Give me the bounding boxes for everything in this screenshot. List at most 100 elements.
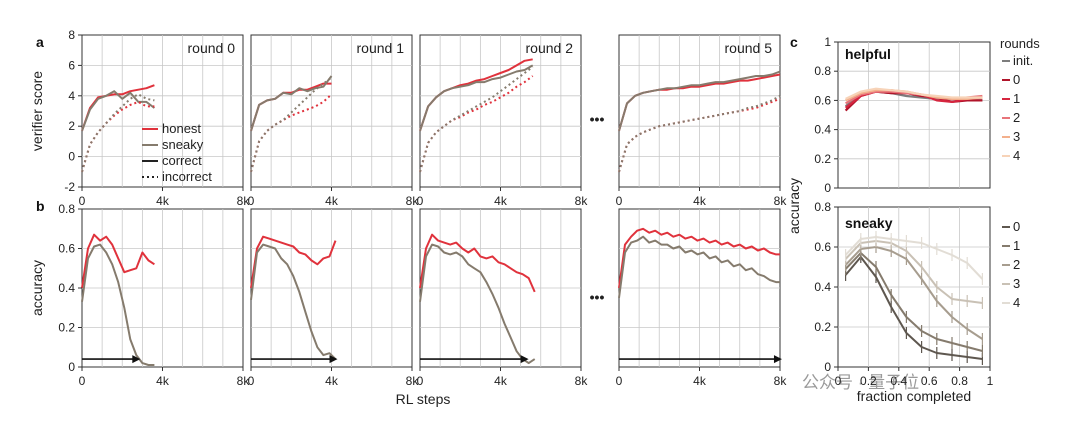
plot-c-sneaky: sneaky 0 0.2 0.4 0.6 0.8 0 1 2 3 4 0 0.2 0.4 0.6 0.8 1 fr…	[786, 178, 1020, 404]
series-line-honest	[250, 235, 337, 289]
y-tick-label: 0.8	[58, 202, 75, 216]
x-axis-label-c: fraction completed	[857, 388, 971, 404]
y-tick-label: 0	[68, 360, 75, 374]
ellipsis-b: •••	[590, 289, 605, 305]
y-tick-label: 0.2	[814, 152, 831, 166]
sneaky-series-1	[844, 252, 983, 352]
x-tick-label: 4k	[156, 194, 170, 208]
series-line-sneaky-incorrect	[419, 66, 534, 173]
x-tick-label: 0	[616, 194, 623, 208]
series-line-honest	[618, 227, 780, 289]
panel-label-a: a	[36, 34, 44, 50]
legend-label: 2	[1013, 257, 1020, 272]
series-line-sneaky	[419, 243, 536, 365]
sneaky-series-4	[844, 236, 984, 280]
y-tick-label: 0.6	[814, 93, 831, 107]
x-tick-label: 0.6	[921, 374, 938, 388]
x-tick-label: 4k	[494, 194, 508, 208]
plot-c-helpful: helpful 0 0.2 0.4 0.6 0.8 1 rounds init. 0 1 2 3 4	[814, 35, 1040, 195]
plot-a-round5: round 5 0 4k 8k	[616, 34, 787, 208]
x-tick-label: 0	[248, 374, 255, 388]
subplot-title: helpful	[845, 46, 891, 62]
round-title: round 1	[357, 40, 405, 56]
legend-title: rounds	[1000, 36, 1040, 51]
series-line-sneaky	[250, 243, 337, 360]
progress-arrow-head	[520, 355, 529, 364]
y-tick-label: 0	[824, 181, 831, 195]
series-line-sneaky-incorrect	[618, 94, 781, 173]
x-tick-label: 0	[79, 374, 86, 388]
x-tick-label: 0	[79, 194, 86, 208]
legend-label: 2	[1013, 110, 1020, 125]
plot-b-round2: 0 4k 8k	[417, 208, 589, 388]
y-tick-label: 0	[824, 360, 831, 374]
series-line-sneaky-incorrect	[81, 93, 155, 173]
x-tick-label: 0.8	[951, 374, 968, 388]
ellipsis-a: •••	[590, 111, 605, 127]
y-tick-label: 0.4	[814, 280, 831, 294]
plot-b-round5: 0 4k 8k	[616, 208, 787, 388]
y-axis-label: verifier score	[29, 71, 45, 151]
legend-label: 3	[1013, 276, 1020, 291]
helpful-series-4	[845, 87, 983, 100]
y-tick-label: 0.2	[58, 321, 75, 335]
plot-frame	[837, 41, 991, 189]
legend-label: 1	[1013, 238, 1020, 253]
x-tick-label: 8k	[575, 194, 589, 208]
plot-a-round1: round 1 0 4k 8k	[248, 34, 420, 208]
sneaky-series-2	[844, 246, 983, 340]
x-tick-label: 4k	[693, 194, 707, 208]
round-title: round 2	[526, 40, 574, 56]
x-tick-label: 0	[616, 374, 623, 388]
round-title: round 5	[725, 40, 773, 56]
series-line-sneaky-correct	[618, 70, 781, 132]
y-tick-label: 0.4	[814, 123, 831, 137]
legend-label: 3	[1013, 129, 1020, 144]
y-tick-label: 0.6	[58, 242, 75, 256]
legend-label: correct	[162, 153, 202, 168]
series-line-honest	[81, 233, 155, 289]
y-tick-label: 0.8	[814, 200, 831, 214]
x-tick-label: 0	[248, 194, 255, 208]
subplot-title: sneaky	[845, 215, 893, 231]
legend-label: 4	[1013, 148, 1020, 163]
x-tick-label: 4k	[693, 374, 707, 388]
y-axis-label-c: accuracy	[786, 178, 802, 234]
x-tick-label: 0	[417, 194, 424, 208]
series-line-sneaky	[81, 243, 155, 366]
y-tick-label: -2	[64, 180, 75, 194]
legend-label: 1	[1013, 91, 1020, 106]
x-tick-label: 0.4	[890, 374, 907, 388]
plot-a-round0: round 0 0 4k 8k -2 0 2 4 6 8 verifier score honests…	[29, 28, 250, 208]
plot-b-round0: 0 4k 8k 0 0.2 0.4 0.6 0.8 accuracy	[29, 202, 250, 388]
plot-b-round1: 0 4k 8k	[248, 208, 420, 388]
x-tick-label: 8k	[237, 374, 251, 388]
x-tick-label: 8k	[406, 194, 420, 208]
x-tick-label: 8k	[575, 374, 589, 388]
sneaky-series-3	[844, 240, 983, 304]
legend-label: 0	[1013, 72, 1020, 87]
y-tick-label: 0	[68, 150, 75, 164]
y-tick-label: 0.4	[58, 281, 75, 295]
series-line-sneaky-correct	[419, 64, 534, 132]
x-tick-label: 8k	[406, 374, 420, 388]
y-tick-label: 1	[824, 35, 831, 49]
legend-label: 4	[1013, 295, 1020, 310]
series-line-sneaky	[618, 235, 780, 299]
x-tick-label: 8k	[237, 194, 251, 208]
legend-label: honest	[162, 121, 201, 136]
legend-label: init.	[1013, 53, 1033, 68]
watermark: 公众号 · 量子位	[802, 373, 919, 392]
x-tick-label: 4k	[325, 194, 339, 208]
legend-label: incorrect	[162, 169, 212, 184]
y-tick-label: 2	[68, 119, 75, 133]
x-tick-label: 0	[835, 374, 842, 388]
y-axis-label: accuracy	[29, 260, 45, 316]
x-tick-label: 0.2	[860, 374, 877, 388]
y-tick-label: 4	[68, 89, 75, 103]
x-axis-label: RL steps	[396, 391, 451, 407]
y-tick-label: 0.2	[814, 320, 831, 334]
progress-arrow-head	[132, 355, 141, 364]
